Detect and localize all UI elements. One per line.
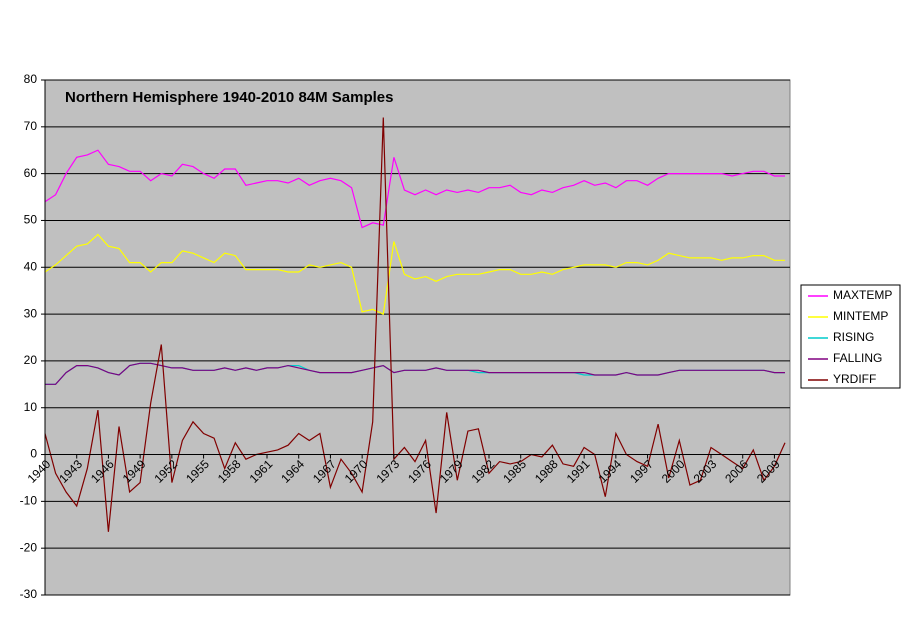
series-line xyxy=(44,233,785,315)
legend-label: MINTEMP xyxy=(833,309,888,323)
series-line xyxy=(44,149,785,229)
y-tick-label: -30 xyxy=(20,587,38,601)
y-tick-label: 30 xyxy=(24,306,38,320)
series-lines xyxy=(44,117,786,532)
chart-title: Northern Hemisphere 1940-2010 84M Sample… xyxy=(65,89,393,106)
y-tick-label: 20 xyxy=(24,353,38,367)
legend-label: YRDIFF xyxy=(833,372,876,386)
legend-label: FALLING xyxy=(833,351,882,365)
plot-area xyxy=(44,79,791,596)
grid xyxy=(45,79,790,596)
y-tick-label: 70 xyxy=(24,119,38,133)
y-tick-label: 0 xyxy=(30,447,37,461)
legend xyxy=(800,284,901,389)
y-tick-label: -20 xyxy=(20,540,38,554)
legend-label: MAXTEMP xyxy=(833,288,892,302)
y-tick-label: 40 xyxy=(24,259,38,273)
legend-label: RISING xyxy=(833,330,874,344)
series-line xyxy=(44,117,786,532)
y-tick-label: -10 xyxy=(20,494,38,508)
series-line xyxy=(45,362,785,385)
y-tick-label: 50 xyxy=(24,213,38,227)
y-tick-label: 10 xyxy=(24,400,38,414)
y-tick-label: 60 xyxy=(24,166,38,180)
y-tick-label: 80 xyxy=(24,72,38,86)
